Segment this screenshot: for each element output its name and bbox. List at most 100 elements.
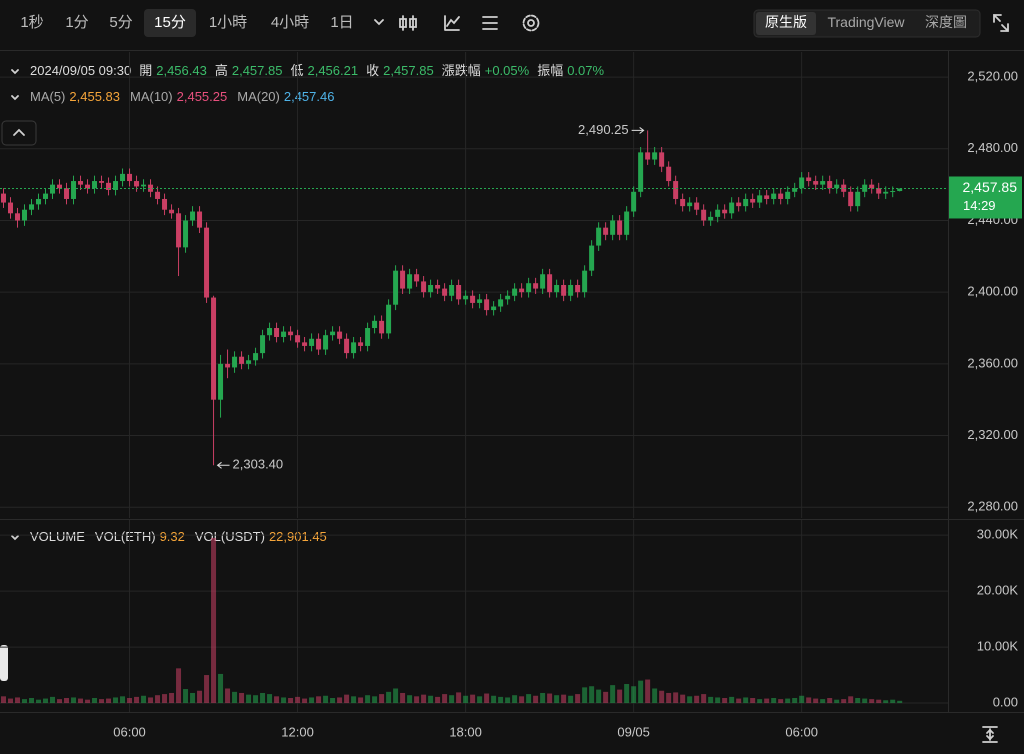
view-button[interactable]: 深度圖 <box>925 14 967 30</box>
volume-bar <box>561 694 567 704</box>
interval-button[interactable]: 1秒 <box>20 14 43 31</box>
volume-bar <box>155 695 161 704</box>
interval-button[interactable]: 1小時 <box>209 14 247 31</box>
candle-body <box>8 202 14 214</box>
volume-bar <box>596 689 602 704</box>
volume-bar <box>29 698 35 704</box>
candle-type-icon[interactable] <box>399 15 417 31</box>
candle-body <box>211 297 217 400</box>
view-button[interactable]: 原生版 <box>765 14 807 30</box>
candle-body <box>190 211 196 221</box>
candle-body <box>386 304 392 334</box>
ohlc-info: 2024/09/05 09:30 開 2,456.43 高 2,457.85 低 2,456… <box>30 63 605 78</box>
volume-bar <box>848 696 854 704</box>
volume-bar <box>477 696 483 704</box>
candle-body <box>687 202 693 207</box>
more-intervals[interactable] <box>374 19 384 26</box>
y-tick-label: 2,280.00 <box>967 499 1018 514</box>
active-view-bg <box>756 12 816 35</box>
candle-body <box>708 216 714 221</box>
candle-body <box>337 331 343 339</box>
settings-list-icon[interactable] <box>482 16 498 30</box>
candle-body <box>631 191 637 212</box>
candle-body <box>701 209 707 221</box>
volume-bar <box>722 698 728 704</box>
view-button[interactable]: TradingView <box>827 14 905 30</box>
volume-bar <box>162 694 168 704</box>
side-handle[interactable] <box>0 645 8 681</box>
volume-bar <box>589 686 595 704</box>
candle-body <box>400 270 406 289</box>
volume-bar <box>260 692 266 704</box>
candle-body <box>372 320 378 329</box>
candle-body <box>848 191 854 207</box>
info-value: 2,456.21 <box>307 63 358 78</box>
fullscreen-icon[interactable] <box>993 14 1009 32</box>
volume-bar <box>680 694 686 704</box>
gear-icon-center[interactable] <box>527 19 535 27</box>
scale-reset-icon[interactable] <box>982 726 998 743</box>
candle-body <box>561 285 567 296</box>
interval-button[interactable]: 4小時 <box>271 14 309 31</box>
volume-bar <box>92 698 98 704</box>
candle-body <box>169 209 175 214</box>
candle-body <box>274 328 280 337</box>
ma-value: 2,455.83 <box>69 89 120 104</box>
volume-bar <box>834 699 840 704</box>
volume-tick-label: 10.00K <box>977 639 1019 654</box>
candle-body <box>99 181 105 183</box>
volume-bar <box>512 695 518 704</box>
volume-bar <box>78 698 84 704</box>
candle-body <box>92 181 98 189</box>
candle-body <box>547 274 553 293</box>
volume-bar <box>785 698 791 704</box>
interval-button[interactable]: 1分 <box>65 14 88 31</box>
volume-bar <box>869 699 875 704</box>
volume-bar <box>295 696 301 704</box>
candle-body <box>15 213 21 221</box>
collapse-chevrons[interactable] <box>11 69 19 541</box>
candle-body <box>596 227 602 246</box>
candle-body <box>771 193 777 199</box>
volume-bar <box>876 699 882 704</box>
candle-body <box>673 181 679 199</box>
candle-body <box>785 191 791 199</box>
candle-body <box>295 335 301 343</box>
candle-body <box>225 363 231 368</box>
candle-body <box>239 356 245 364</box>
candle-body <box>645 152 651 160</box>
volume-bar <box>631 686 637 704</box>
interval-button[interactable]: 5分 <box>109 14 132 31</box>
volume-bar <box>1 696 7 704</box>
volume-bar <box>862 698 868 704</box>
volume-bar <box>771 698 777 704</box>
volume-bar <box>15 697 21 704</box>
volume-bar <box>323 695 329 704</box>
candle-body <box>365 328 371 346</box>
volume-bar <box>750 698 756 704</box>
candle-body <box>113 181 119 191</box>
volume-label: VOL(ETH) <box>95 529 156 544</box>
volume-bar <box>603 691 609 704</box>
volume-tick-label: 30.00K <box>977 527 1019 542</box>
collapse-button[interactable] <box>1 120 37 146</box>
volume-bar <box>106 698 112 704</box>
low-label: 2,303.40 <box>233 457 284 472</box>
gear-icon[interactable] <box>522 14 540 32</box>
interval-button[interactable]: 15分 <box>154 14 186 31</box>
last-price-label: 2,457.85 <box>963 179 1018 195</box>
volume-bar <box>470 694 476 704</box>
volume-bar <box>645 679 651 704</box>
volume-bar <box>246 694 252 704</box>
info-value: 0.07% <box>567 63 604 78</box>
volume-bar <box>701 694 707 704</box>
volume-bar <box>897 700 903 704</box>
collapse-arrow[interactable] <box>13 128 25 136</box>
candle-body <box>491 306 497 311</box>
volume-bar <box>8 698 14 704</box>
interval-button[interactable]: 1日 <box>330 14 353 31</box>
volume-value: 9.32 <box>160 529 185 544</box>
volume-bar <box>309 697 315 704</box>
indicator-icon[interactable] <box>444 15 460 31</box>
